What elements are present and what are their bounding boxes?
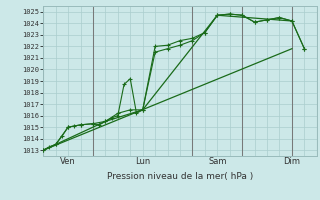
Text: Ven: Ven: [60, 157, 76, 166]
Text: Lun: Lun: [135, 157, 150, 166]
Text: Sam: Sam: [208, 157, 227, 166]
Text: Dim: Dim: [284, 157, 300, 166]
Text: Pression niveau de la mer( hPa ): Pression niveau de la mer( hPa ): [107, 172, 253, 181]
